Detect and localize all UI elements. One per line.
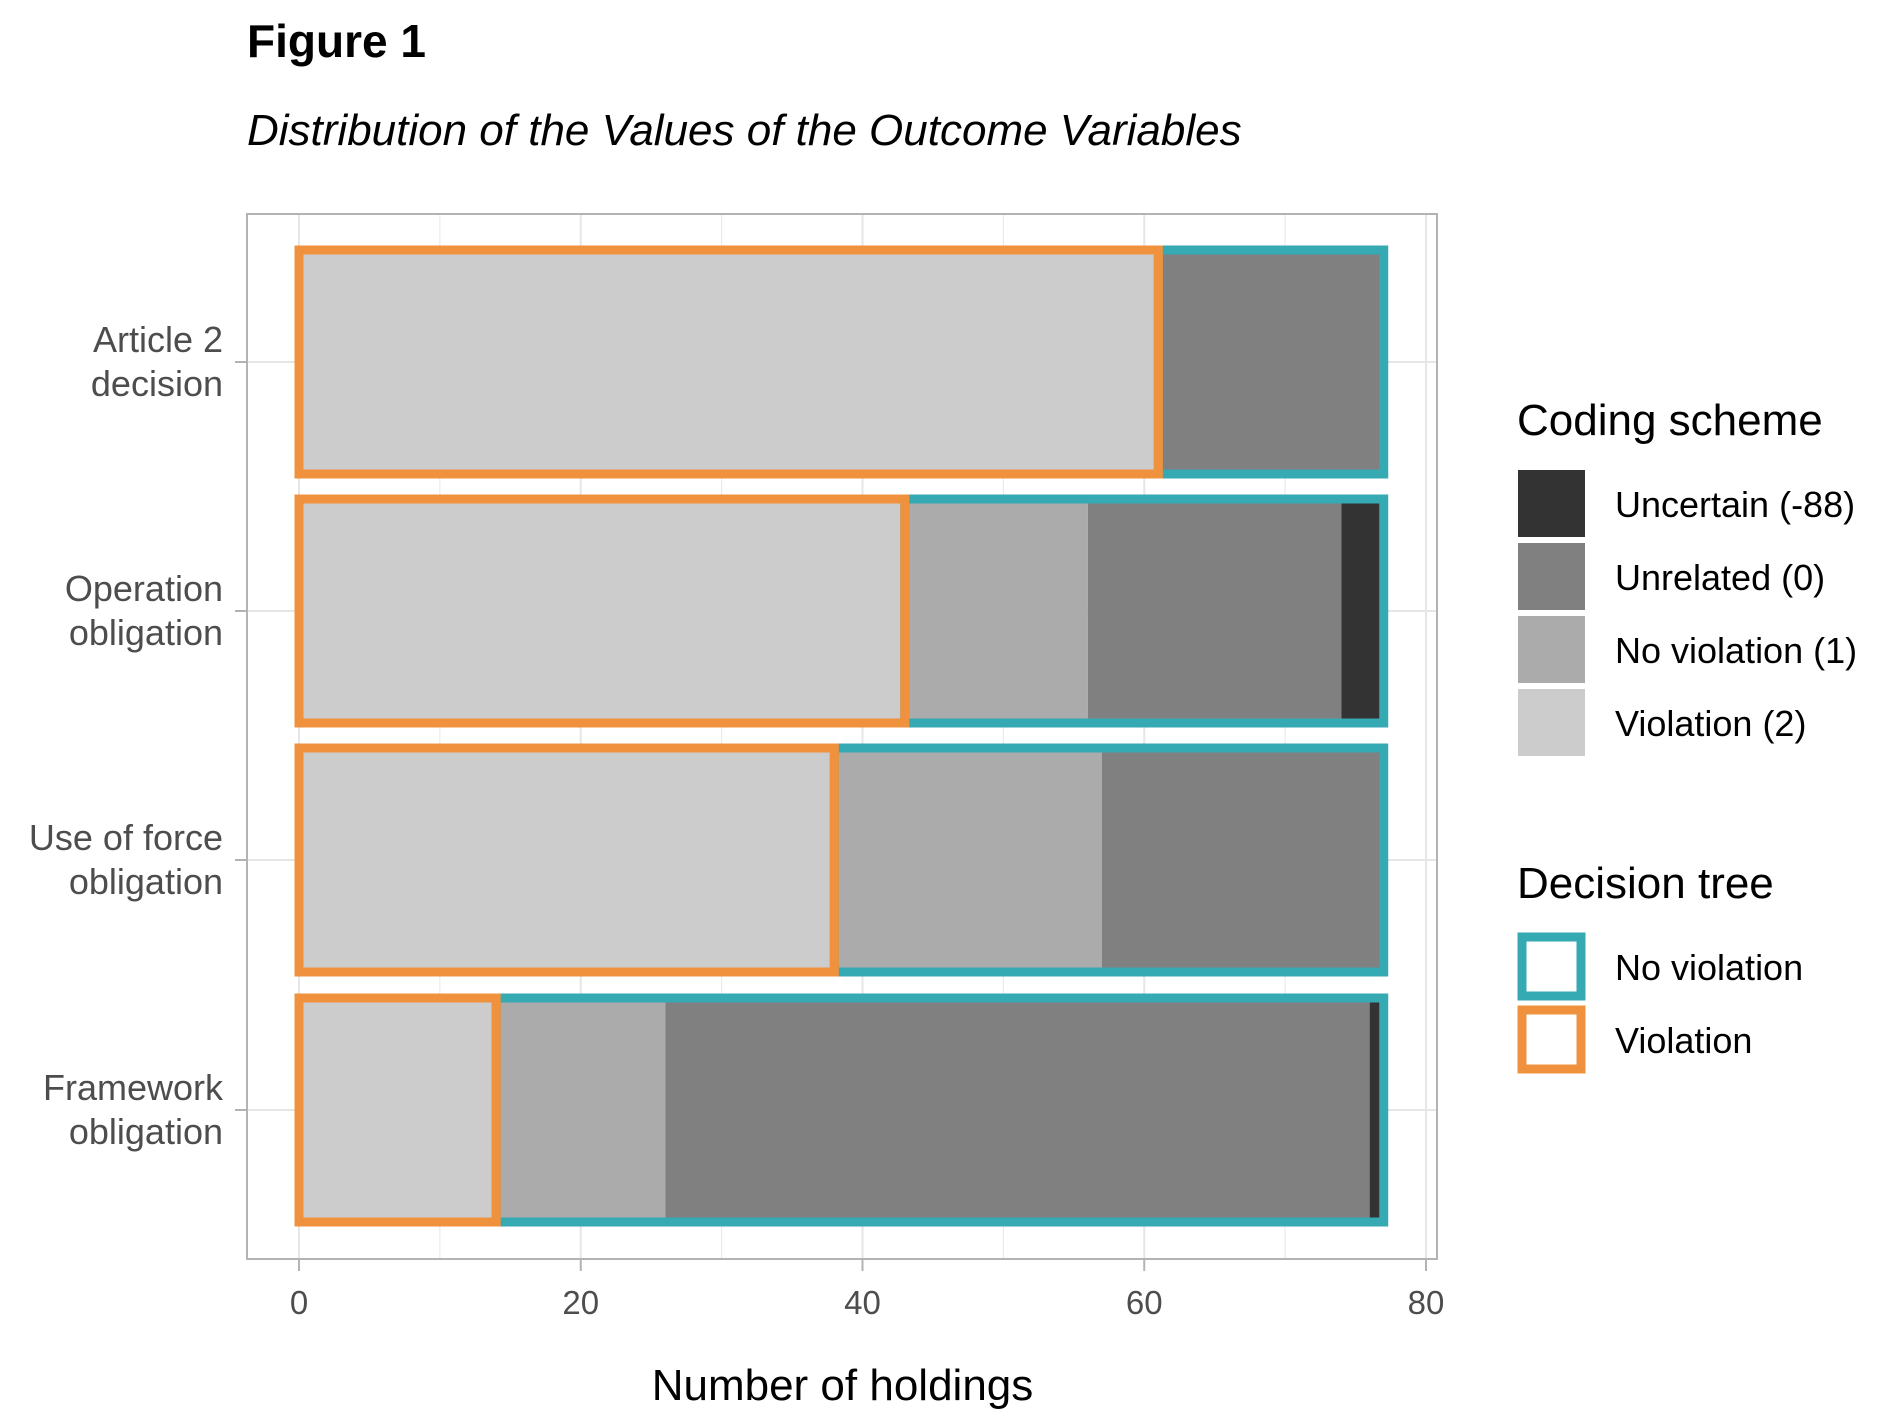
bar-segment-violation <box>299 499 905 723</box>
bar-segment-unrelated <box>1101 748 1384 972</box>
y-axis-category-labels: Article 2 decision Operation obligation Use … <box>29 319 224 1152</box>
legend-decision-tree: Decision tree No violation Violation <box>1517 859 1803 1074</box>
legend-label: Unrelated (0) <box>1615 557 1825 598</box>
legend-coding-scheme: Coding scheme Uncertain (-88) Unrelated (0… <box>1517 396 1857 756</box>
legend-title: Decision tree <box>1517 859 1774 908</box>
bar-segment-violation <box>299 250 1159 474</box>
legends: Coding scheme Uncertain (-88) Unrelated (0… <box>1517 396 1857 1074</box>
legend-label: No violation <box>1615 947 1803 988</box>
legend-label: Uncertain (-88) <box>1615 484 1855 525</box>
decision-tree-outlines <box>294 245 1389 1227</box>
outline-tree-violation <box>294 743 839 977</box>
plot-panel-border <box>246 213 1438 1260</box>
bar-segment-no-violation <box>496 998 666 1222</box>
outline-tree-violation <box>294 245 1163 479</box>
outline-tree-violation <box>294 993 501 1227</box>
outline-tree-violation <box>294 494 910 728</box>
figure-label: Figure 1 <box>247 15 426 67</box>
bar-segment-unrelated <box>665 998 1370 1222</box>
legend-key-tree-no-violation <box>1517 932 1586 1001</box>
legend-label: Violation <box>1615 1020 1752 1061</box>
x-axis-ticks: 0 20 40 60 80 <box>290 1259 1445 1321</box>
stacked-bars <box>299 250 1384 1222</box>
legend-key-unrelated <box>1518 543 1585 610</box>
bar-segment-violation <box>299 748 835 972</box>
legend-title: Coding scheme <box>1517 396 1823 445</box>
category-label: Article 2 decision <box>91 319 223 404</box>
bar-segment-unrelated <box>1087 499 1342 723</box>
bar-segment-violation <box>299 998 497 1222</box>
x-tick-label: 20 <box>562 1284 599 1321</box>
bar-segment-uncertain <box>1341 499 1384 723</box>
legend-key-no-violation <box>1518 616 1585 683</box>
legend-key-violation <box>1518 689 1585 756</box>
bar-segment-no-violation <box>904 499 1088 723</box>
category-label: Framework obligation <box>43 1067 224 1152</box>
figure-title: Distribution of the Values of the Outcom… <box>247 106 1242 155</box>
legend-label: Violation (2) <box>1615 703 1806 744</box>
category-label: Use of force obligation <box>29 817 223 902</box>
legend-label: No violation (1) <box>1615 630 1857 671</box>
x-tick-label: 80 <box>1408 1284 1445 1321</box>
y-tick-marks <box>235 361 247 1111</box>
bar-segment-no-violation <box>834 748 1102 972</box>
x-axis-title: Number of holdings <box>652 1361 1034 1410</box>
category-label: Operation obligation <box>65 568 223 653</box>
x-tick-label: 40 <box>844 1284 881 1321</box>
x-tick-label: 0 <box>290 1284 308 1321</box>
bar-segment-unrelated <box>1158 250 1384 474</box>
x-tick-label: 60 <box>1126 1284 1163 1321</box>
legend-key-uncertain <box>1518 470 1585 537</box>
legend-key-tree-violation <box>1517 1005 1586 1074</box>
